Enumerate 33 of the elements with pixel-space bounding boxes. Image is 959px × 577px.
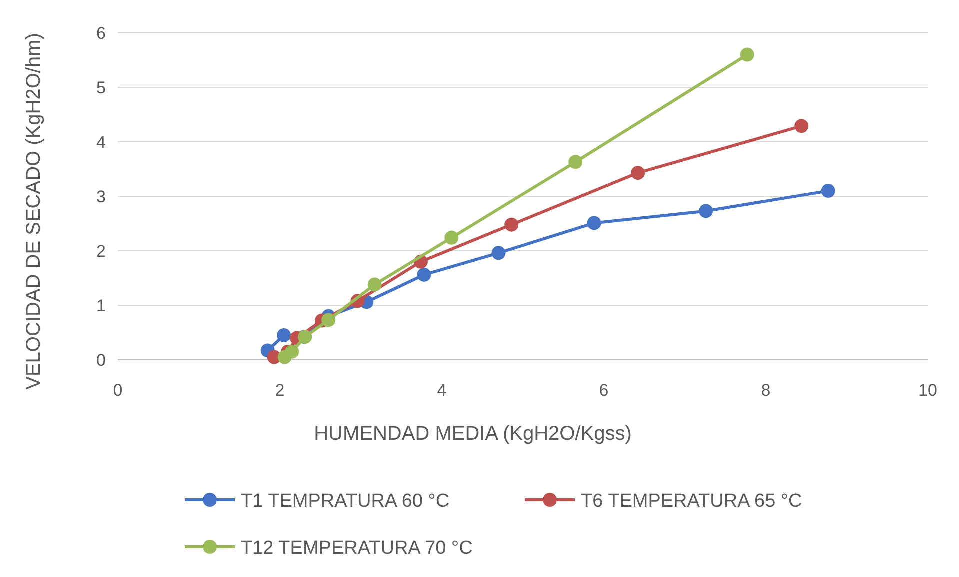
point <box>444 230 459 245</box>
point <box>285 344 300 359</box>
point <box>821 184 836 198</box>
x-tick-label: 0 <box>113 381 123 400</box>
legend-label: T12 TEMPERATURA 70 °C <box>241 538 473 559</box>
x-tick-label: 6 <box>599 381 609 400</box>
y-tick-label: 0 <box>96 351 106 370</box>
y-tick-label: 5 <box>96 78 106 98</box>
point <box>740 48 754 62</box>
x-tick-label: 8 <box>761 381 771 400</box>
point <box>492 246 506 260</box>
point <box>504 218 519 232</box>
x-axis-title: HUMENDAD MEDIA (KgH2O/Kgss) <box>314 423 632 445</box>
y-tick-label: 4 <box>96 133 106 152</box>
point <box>277 328 292 342</box>
point <box>322 313 336 328</box>
y-tick-label: 2 <box>96 242 106 261</box>
y-tick-label: 1 <box>96 296 106 316</box>
point <box>417 268 432 282</box>
point <box>631 166 646 180</box>
y-axis-title: VELOCIDAD DE SECADO (KgH2O/hm) <box>23 33 45 390</box>
x-tick-label: 4 <box>437 381 447 400</box>
point <box>587 216 602 230</box>
point <box>568 155 583 170</box>
y-tick-label: 3 <box>96 188 106 206</box>
x-tick-label: 10 <box>918 381 938 400</box>
x-tick-label: 2 <box>275 381 285 400</box>
point <box>794 119 809 134</box>
legend-label: T1 TEMPRATURA 60 °C <box>241 491 450 512</box>
y-tick-label: 6 <box>96 24 106 43</box>
point <box>368 278 382 292</box>
legend-label: T6 TEMPERATURA 65 °C <box>581 491 802 512</box>
point <box>699 204 714 218</box>
